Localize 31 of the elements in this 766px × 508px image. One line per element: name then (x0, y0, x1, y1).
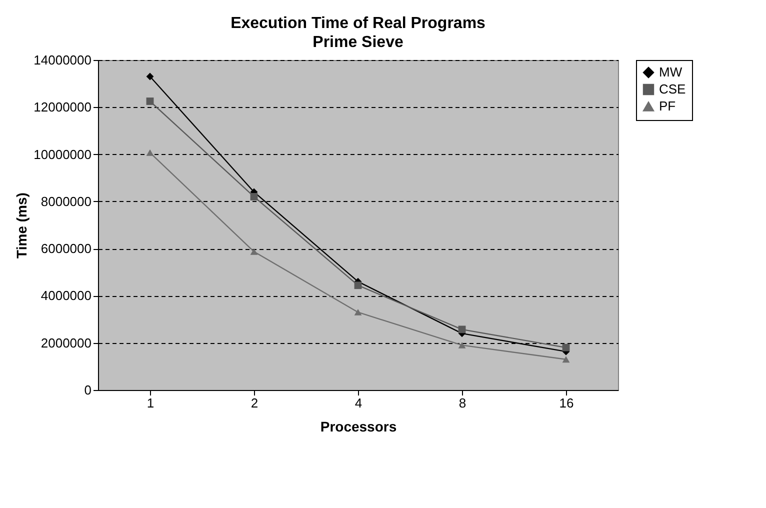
point (562, 356, 570, 363)
point (458, 342, 466, 348)
point (146, 72, 154, 80)
point (562, 344, 570, 352)
y-tick-label: 0 (84, 382, 92, 398)
y-tick-label: 10000000 (34, 146, 92, 162)
point (354, 282, 362, 290)
y-tick-label: 6000000 (40, 241, 92, 256)
x-tick-label: 4 (354, 396, 362, 410)
point (250, 248, 258, 255)
point (458, 326, 466, 334)
chart-subtitle: Prime Sieve (312, 34, 404, 51)
y-tick-label: 12000000 (34, 100, 92, 115)
y-tick-label: 4000000 (40, 288, 92, 304)
point (250, 193, 258, 200)
y-axis-title: Time (ms) (14, 192, 30, 258)
point (354, 309, 362, 316)
point (146, 149, 154, 156)
y-tick-label: 2000000 (40, 335, 92, 350)
x-tick-label: 2 (250, 396, 258, 410)
x-axis-title: Processors (320, 418, 397, 434)
x-tick-label: 1 (146, 396, 154, 410)
y-tick-label: 8000000 (40, 194, 92, 209)
point (146, 98, 154, 105)
chart-title: Execution Time of Real Programs (230, 15, 486, 32)
x-tick-label: 8 (458, 396, 466, 410)
legend-label: CSE (659, 82, 686, 96)
x-tick-label: 16 (559, 396, 574, 410)
legend-label: MW (659, 64, 683, 80)
legend-label: PF (659, 98, 676, 114)
y-tick-label: 14000000 (34, 52, 92, 68)
